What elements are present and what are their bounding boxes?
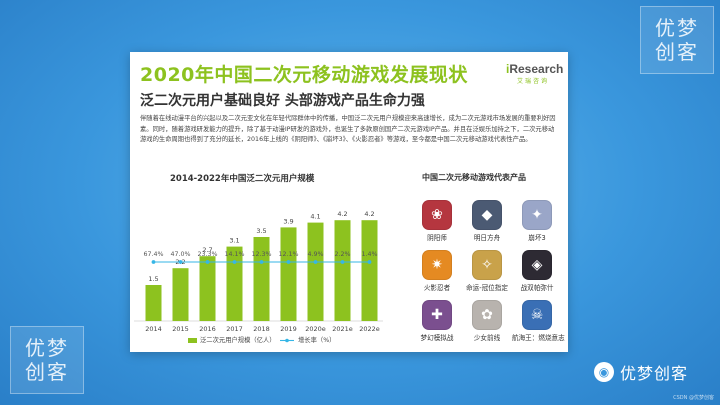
legend-bar-label: 泛二次元用户规模（亿人） — [200, 335, 276, 344]
growth-label: 12.3% — [251, 251, 271, 258]
product-name: 崩坏3 — [528, 234, 546, 242]
footer-brand-name: 优梦创客 — [620, 364, 689, 383]
growth-point — [151, 260, 156, 264]
watermark-line1: 优梦 — [655, 16, 699, 40]
game-icon: ✚ — [422, 300, 452, 330]
x-tick-label: 2014 — [145, 325, 162, 333]
watermark-line2: 创客 — [655, 40, 699, 64]
iresearch-logo: iResearch 艾瑞咨询 — [506, 62, 564, 85]
user-scale-chart: 1.520142.220152.720163.120173.520183.920… — [134, 210, 383, 344]
product-grid: ❀ 阴阳师 ◆ 明日方舟 ✦ 崩坏3 ✷ 火影忍者 ✧ 命运-冠位指定 ◈ 战双帕弥什 ✚ 梦幻模拟战 ✿ 少… — [412, 200, 565, 350]
chart-title: 2014-2022年中国泛二次元用户规模 — [170, 174, 315, 184]
game-icon: ◆ — [472, 200, 502, 230]
x-tick-label: 2021e — [332, 325, 353, 333]
game-icon: ✷ — [422, 250, 452, 280]
product-item: ◈ 战双帕弥什 — [512, 250, 562, 292]
product-item: ❀ 阴阳师 — [412, 200, 462, 242]
legend-line-marker — [285, 338, 289, 343]
product-name: 战双帕弥什 — [520, 284, 554, 292]
x-tick-label: 2019 — [280, 325, 297, 333]
product-name: 少女前线 — [473, 334, 501, 342]
game-icon: ✦ — [522, 200, 552, 230]
growth-label: 67.4% — [143, 251, 163, 258]
product-item: ✷ 火影忍者 — [412, 250, 462, 292]
x-tick-label: 2016 — [199, 325, 216, 333]
watermark-line2: 创客 — [25, 360, 69, 384]
game-icon: ✿ — [472, 300, 502, 330]
brand-prefix: i — [506, 62, 510, 76]
product-item: ✚ 梦幻模拟战 — [412, 300, 462, 342]
product-item: ✿ 少女前线 — [462, 300, 512, 342]
bar — [334, 220, 351, 321]
growth-point — [340, 260, 345, 264]
bar-value-label: 4.1 — [310, 213, 320, 221]
product-name: 航海王：燃烧意志 — [512, 334, 565, 342]
growth-label: 14.1% — [224, 251, 244, 258]
game-icon: ☠ — [522, 300, 552, 330]
description-paragraph: 伴随着在线动漫平台的兴起以及二次元亚文化在年轻代际群体中的传播，中国泛二次元用户… — [140, 115, 556, 144]
bar-value-label: 2.7 — [202, 246, 212, 254]
bar-value-label: 4.2 — [364, 210, 374, 218]
x-tick-label: 2018 — [253, 325, 270, 333]
product-name: 明日方舟 — [473, 234, 501, 242]
bar-value-label: 4.2 — [337, 210, 347, 218]
legend-bar-swatch — [188, 338, 197, 343]
game-icon: ✧ — [472, 250, 502, 280]
bar-value-label: 1.5 — [148, 275, 158, 283]
bar — [145, 285, 162, 321]
growth-point — [205, 260, 210, 264]
subtitle: 泛二次元用户基础良好 头部游戏产品生命力强 — [140, 93, 425, 109]
growth-point — [313, 260, 318, 264]
growth-point — [367, 260, 372, 264]
product-item: ✦ 崩坏3 — [512, 200, 562, 242]
game-icon: ❀ — [422, 200, 452, 230]
bar-value-label: 3.9 — [283, 217, 293, 225]
watermark-logo-bottom-left: 优梦 创客 — [10, 326, 84, 394]
growth-point — [232, 260, 237, 264]
page-title: 2020年中国二次元移动游戏发展现状 — [140, 64, 468, 86]
bar — [280, 227, 297, 321]
x-tick-label: 2020e — [305, 325, 326, 333]
product-name: 阴阳师 — [427, 234, 447, 242]
wechat-icon: ◉ — [594, 362, 614, 382]
brand-cn: 艾瑞咨询 — [516, 78, 549, 85]
growth-point — [259, 260, 264, 264]
brand-name: Research — [509, 62, 564, 76]
x-tick-label: 2017 — [226, 325, 243, 333]
growth-point — [178, 260, 183, 264]
product-item: ✧ 命运-冠位指定 — [462, 250, 512, 292]
watermark-line1: 优梦 — [25, 336, 69, 360]
product-name: 梦幻模拟战 — [420, 334, 454, 342]
bar — [226, 246, 243, 321]
bar — [253, 237, 270, 321]
bar — [361, 220, 378, 321]
growth-label: 23.3% — [197, 251, 217, 258]
growth-label: 4.9% — [308, 251, 324, 258]
product-item: ◆ 明日方舟 — [462, 200, 512, 242]
footer-brand: ◉ 优梦创客 — [594, 360, 688, 384]
legend-line-label: 增长率（%） — [298, 335, 335, 344]
slide-card: 2020年中国二次元移动游戏发展现状 iResearch 艾瑞咨询 泛二次元用户… — [130, 52, 568, 352]
bar — [172, 268, 189, 321]
product-name: 命运-冠位指定 — [466, 284, 508, 292]
game-icon: ◈ — [522, 250, 552, 280]
bar — [307, 222, 324, 321]
growth-point — [286, 260, 291, 264]
product-item: ☠ 航海王：燃烧意志 — [512, 300, 565, 342]
growth-label: 2.2% — [335, 251, 351, 258]
bar-value-label: 3.5 — [256, 227, 266, 235]
bar — [199, 256, 216, 321]
csdn-credit: CSDN @优梦创客 — [673, 395, 714, 401]
growth-label: 47.0% — [170, 251, 190, 258]
watermark-logo-top-right: 优梦 创客 — [640, 6, 714, 74]
product-name: 火影忍者 — [423, 284, 451, 292]
growth-label: 1.4% — [362, 251, 378, 258]
x-tick-label: 2015 — [172, 325, 189, 333]
growth-label: 12.1% — [278, 251, 298, 258]
bar-value-label: 3.1 — [229, 237, 239, 245]
x-tick-label: 2022e — [359, 325, 380, 333]
products-title: 中国二次元移动游戏代表产品 — [422, 173, 526, 182]
